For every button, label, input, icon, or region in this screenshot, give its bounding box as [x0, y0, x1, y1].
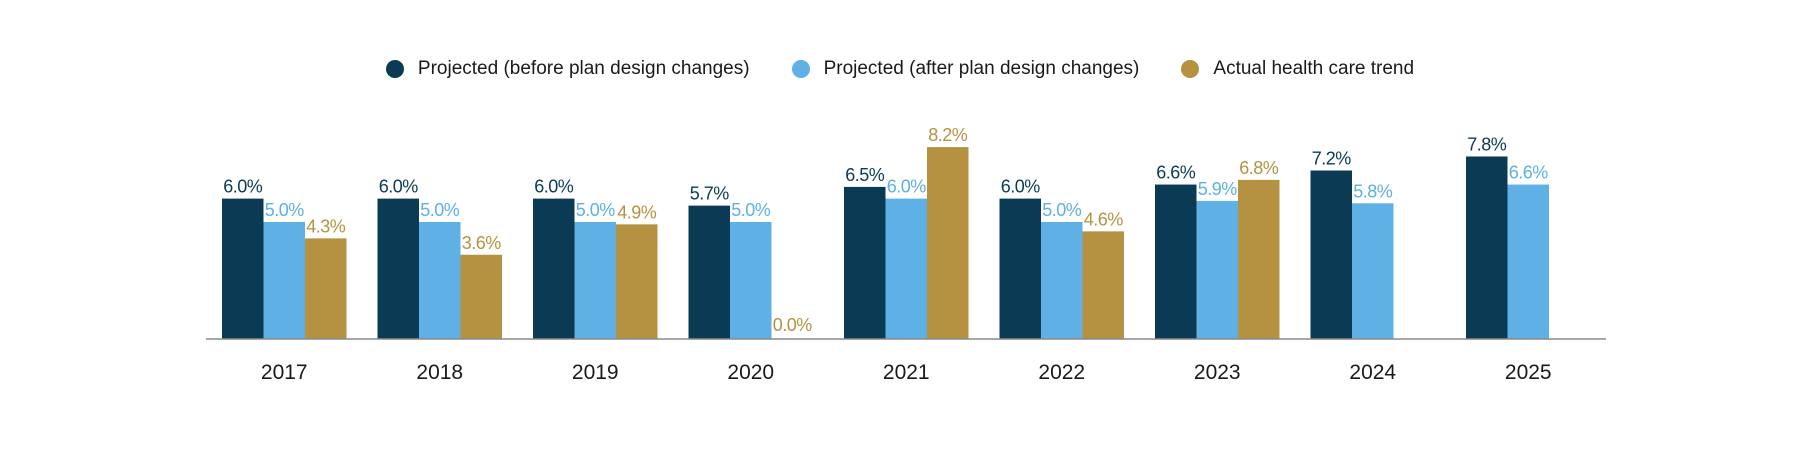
- bar-2022-series-2: [1041, 222, 1083, 339]
- legend-item-before: Projected (before plan design changes): [385, 58, 750, 80]
- bar-group-2023: 6.6%5.9%6.8% 2023: [1155, 158, 1280, 384]
- x-tick-label-2022: 2022: [1038, 361, 1085, 384]
- data-label-2022-series-2: 5.0%: [1042, 200, 1082, 220]
- x-tick-label-2018: 2018: [416, 361, 463, 384]
- legend-marker-actual: [1181, 60, 1200, 78]
- bar-group-2021: 6.5%6.0% 8.2% 2021: [844, 125, 969, 384]
- legend-label-actual: Actual health care trend: [1213, 58, 1415, 79]
- data-label-2017-series-1: 6.0%: [223, 177, 263, 197]
- bar-2022-series-1: [999, 198, 1041, 339]
- bar-group-2025: 7.8%6.6% 2025: [1466, 134, 1552, 384]
- x-tick-label-2025: 2025: [1505, 361, 1552, 384]
- data-label-2025-series-2: 6.6%: [1509, 163, 1549, 183]
- data-label-2025-series-1: 7.8%: [1467, 134, 1507, 154]
- data-label-2018-series-1: 6.0%: [379, 177, 419, 197]
- data-label-2023-series-2: 5.9%: [1198, 179, 1238, 199]
- data-label-2024-series-2: 5.8%: [1353, 181, 1393, 201]
- x-tick-label-2017: 2017: [261, 361, 308, 384]
- data-label-2021-series-1: 6.5%: [845, 165, 885, 185]
- x-tick-label-2021: 2021: [883, 361, 930, 384]
- data-label-2020-series-3: 0.0%: [773, 315, 813, 335]
- data-label-2023-series-1: 6.6%: [1156, 163, 1196, 183]
- x-tick-label-2019: 2019: [572, 361, 619, 384]
- bar-2022-series-3: [1082, 231, 1124, 339]
- bar-2018-series-3: [460, 254, 502, 339]
- bar-group-2019: 6.0%5.0% 4.9% 2019: [533, 177, 658, 384]
- legend-marker-after: [791, 60, 810, 78]
- x-tick-label-2023: 2023: [1194, 361, 1241, 384]
- data-label-2017-series-3: 4.3%: [306, 216, 346, 236]
- data-label-2017-series-2: 5.0%: [265, 200, 305, 220]
- data-label-2019-series-3: 4.9%: [617, 202, 657, 222]
- data-label-2019-series-1: 6.0%: [534, 177, 574, 197]
- bar-2024-series-1: [1310, 170, 1352, 339]
- legend-label-before: Projected (before plan design changes): [417, 58, 750, 79]
- bar-group-2022: 6.0%5.0% 4.6% 2022: [999, 177, 1124, 384]
- bar-group-2024: 7.2%5.8% 2024: [1310, 149, 1396, 384]
- data-label-2018-series-2: 5.0%: [420, 200, 460, 220]
- bar-2020-series-2: [730, 222, 772, 339]
- bar-group-2018: 6.0%5.0%3.6% 2018: [377, 177, 502, 384]
- bar-2019-series-2: [574, 222, 616, 339]
- bar-2025-series-2: [1507, 184, 1549, 339]
- bar-2018-series-1: [377, 198, 419, 339]
- data-label-2023-series-3: 6.8%: [1239, 158, 1279, 178]
- bar-2019-series-1: [533, 198, 575, 339]
- bar-2017-series-2: [263, 222, 305, 339]
- bar-2020-series-1: [688, 205, 730, 339]
- x-tick-label-2024: 2024: [1349, 361, 1396, 384]
- bar-2017-series-3: [305, 238, 347, 339]
- x-tick-label-2020: 2020: [727, 361, 774, 384]
- chart-legend: Projected (before plan design changes) P…: [0, 58, 1800, 80]
- bar-2023-series-3: [1238, 179, 1280, 339]
- bar-2023-series-1: [1155, 184, 1197, 339]
- data-label-2021-series-3: 8.2%: [928, 125, 968, 145]
- bar-2021-series-1: [844, 186, 886, 339]
- data-label-2019-series-2: 5.0%: [576, 200, 616, 220]
- data-label-2018-series-3: 3.6%: [462, 233, 502, 253]
- bar-2023-series-2: [1196, 200, 1238, 339]
- bar-2021-series-3: [927, 147, 969, 339]
- legend-label-after: Projected (after plan design changes): [823, 58, 1140, 79]
- data-label-2020-series-1: 5.7%: [690, 184, 730, 204]
- legend-item-after: Projected (after plan design changes): [791, 58, 1140, 80]
- data-label-2022-series-3: 4.6%: [1084, 209, 1124, 229]
- bar-2018-series-2: [419, 222, 461, 339]
- bar-2025-series-1: [1466, 156, 1508, 339]
- bar-group-2020: 5.7%5.0% 0.0% 2020: [688, 184, 813, 384]
- bar-group-2017: 6.0%5.0%4.3% 2017: [222, 177, 347, 384]
- legend-item-actual: Actual health care trend: [1181, 58, 1414, 80]
- legend-marker-before: [385, 60, 404, 78]
- data-label-2020-series-2: 5.0%: [731, 200, 771, 220]
- data-label-2021-series-2: 6.0%: [887, 177, 927, 197]
- bar-2024-series-2: [1352, 203, 1394, 339]
- bar-2021-series-2: [885, 198, 927, 339]
- data-label-2024-series-1: 7.2%: [1312, 149, 1352, 169]
- bar-2017-series-1: [222, 198, 264, 339]
- bar-2019-series-3: [616, 224, 658, 339]
- data-label-2022-series-1: 6.0%: [1001, 177, 1041, 197]
